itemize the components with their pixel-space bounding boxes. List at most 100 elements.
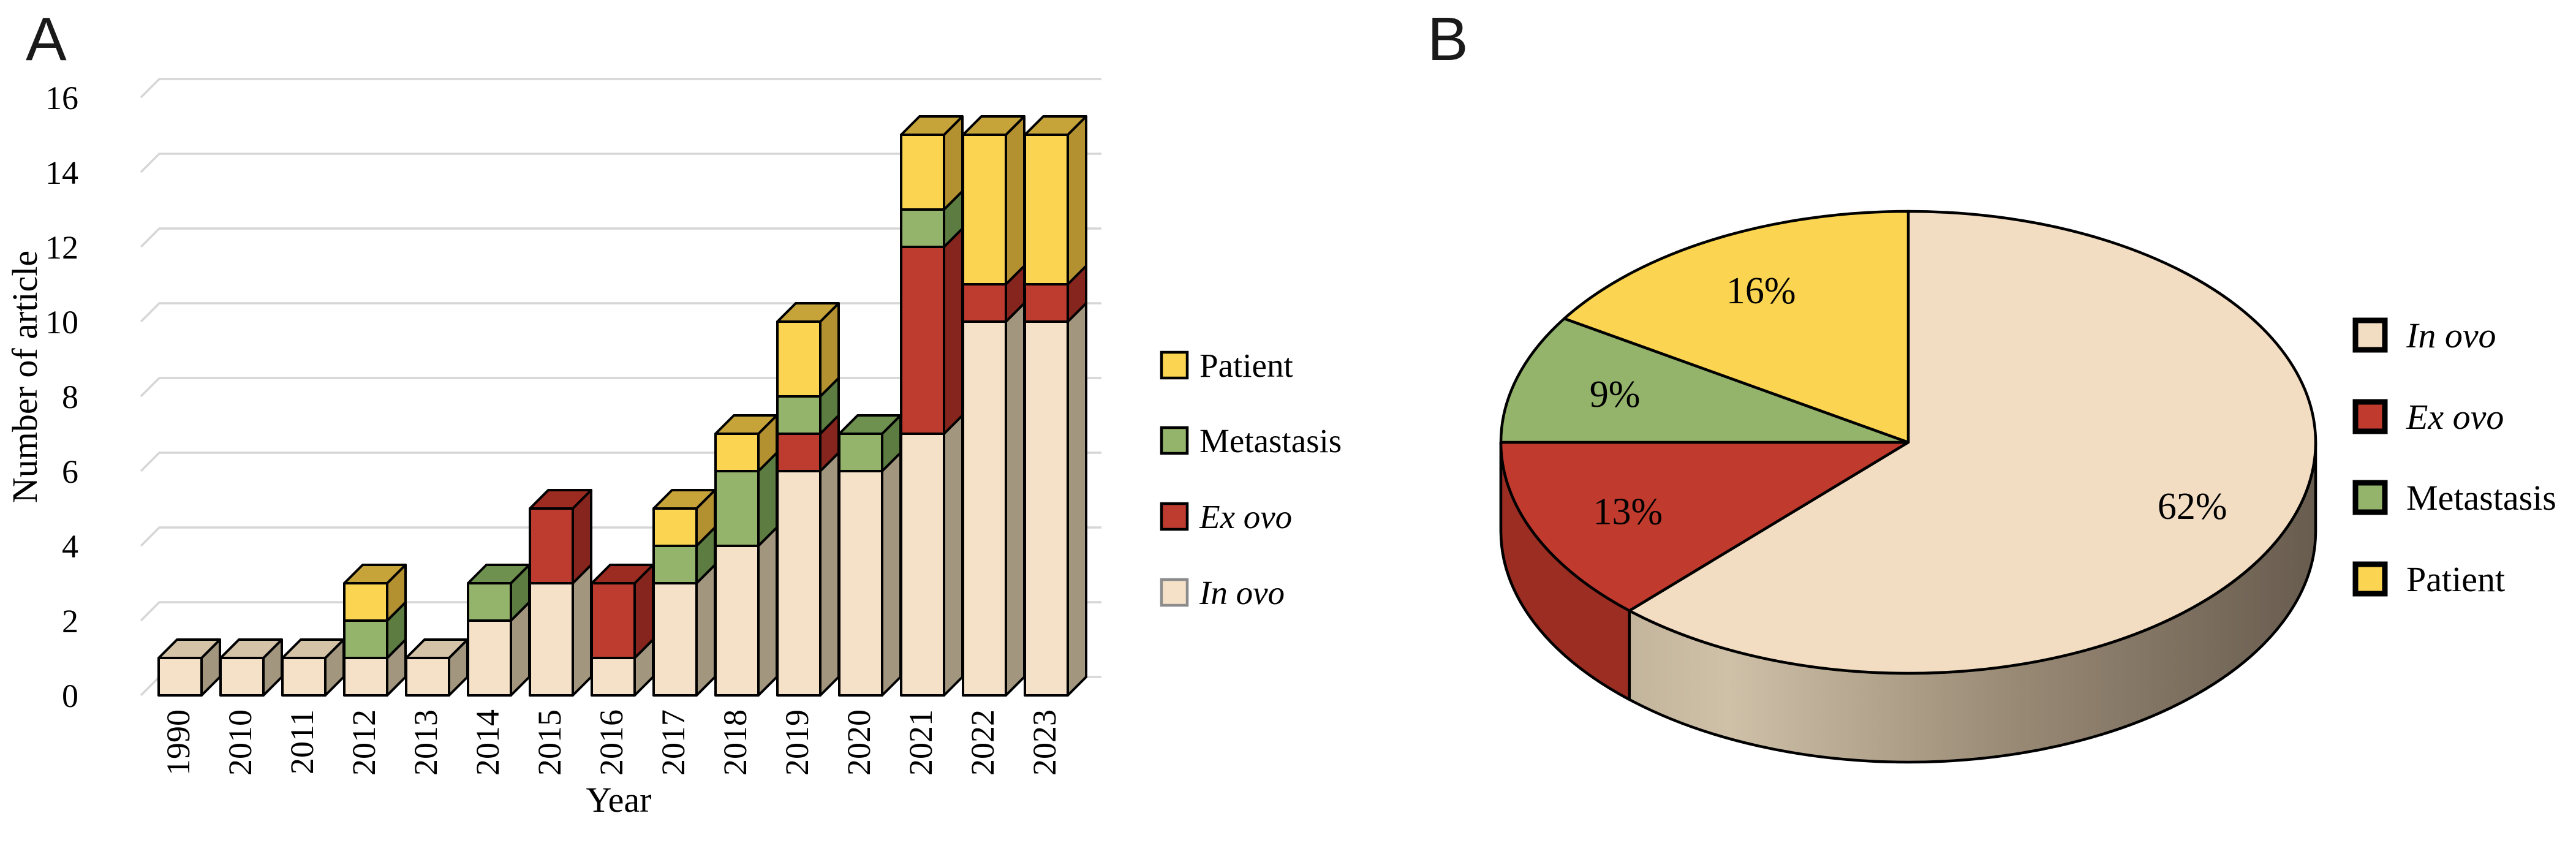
pie-slice-metastasis: [1499, 317, 1910, 444]
y-tick-label: 6: [62, 453, 78, 490]
bar-segment-front: [529, 507, 574, 584]
legend-item: In ovo: [2352, 316, 2496, 355]
pie-label: 62%: [2158, 486, 2227, 527]
y-tick-label: 2: [62, 603, 78, 640]
legend-swatch: [1160, 502, 1189, 531]
bar-2012: [343, 564, 407, 697]
legend-item: In ovo: [1160, 574, 1285, 611]
legend-swatch: [2352, 561, 2388, 597]
x-tick-label: 2023: [1026, 709, 1063, 776]
bar-segment-side: [695, 564, 716, 697]
x-tick-label: 2017: [655, 709, 692, 776]
legend-swatch: [2352, 480, 2388, 515]
legend-label: In ovo: [1199, 574, 1285, 611]
legend-label: Metastasis: [1199, 422, 1342, 459]
bar-segment-front: [776, 320, 822, 398]
bar-segment-front: [714, 545, 760, 697]
bar-segment-front: [281, 657, 327, 697]
bar-1990: [157, 638, 221, 697]
bar-segment-front: [962, 134, 1007, 285]
legend-swatch: [2352, 399, 2388, 434]
bar-segment-front: [343, 657, 388, 697]
legend-label: Patient: [1199, 347, 1293, 384]
x-tick-label: 1990: [160, 709, 197, 776]
pie-label: 13%: [1593, 491, 1663, 532]
y-tick-label: 10: [45, 304, 78, 341]
bar-2015: [529, 489, 592, 697]
y-axis-title: Number of article: [5, 251, 45, 503]
bar-segment-front: [1024, 134, 1069, 285]
bar-segment-front: [343, 582, 388, 622]
bar-segment-front: [714, 433, 760, 472]
bar-segment-front: [900, 134, 945, 211]
bar-segment-front: [776, 470, 822, 697]
bar-segment-front: [467, 582, 512, 622]
x-tick-label: 2022: [964, 709, 1001, 776]
bar-segment-side: [819, 452, 840, 697]
pie-label: 9%: [1590, 374, 1641, 415]
bar-segment-side: [1067, 115, 1087, 285]
legend-item: Metastasis: [1160, 422, 1342, 459]
pie-slice-in-ovo: [1628, 210, 2317, 675]
bar-2023: [1024, 115, 1087, 697]
legend-swatch: [1160, 426, 1189, 455]
bar-segment-front: [900, 433, 945, 697]
bar-top-face: [776, 302, 840, 323]
legend-item: Patient: [1160, 347, 1293, 384]
bar-segment-front: [157, 657, 203, 697]
legend-label: Metastasis: [2406, 478, 2556, 518]
bar-segment-front: [652, 507, 698, 547]
grid-line: [140, 153, 1101, 173]
legend-swatch: [2352, 317, 2388, 353]
x-tick-label: 2019: [779, 709, 815, 776]
legend-label: Patient: [2406, 559, 2505, 599]
legend-item: Ex ovo: [2352, 397, 2504, 437]
bar-segment-front: [652, 545, 698, 584]
bar-2021: [900, 115, 964, 697]
bars: 1990 2010 2011 2012 2013 2014 2015 2016 2017 2018…: [157, 115, 1087, 776]
bar-segment-front: [652, 582, 698, 697]
legend-label: In ovo: [2406, 316, 2496, 355]
bar-segment-front: [591, 657, 636, 697]
legend-label: Ex ovo: [1199, 498, 1292, 535]
bar-segment-front: [776, 433, 822, 472]
x-axis-title: Year: [586, 780, 652, 820]
bar-segment-front: [900, 208, 945, 248]
bar-top-face: [900, 115, 964, 136]
bar-segment-side: [881, 452, 902, 697]
bar-segment-front: [838, 433, 883, 472]
y-tick-label: 4: [62, 528, 78, 565]
bar-top-face: [343, 564, 407, 584]
bar-segment-side: [757, 526, 778, 697]
panel-label-a: A: [26, 5, 67, 74]
pie-label: 16%: [1726, 270, 1796, 312]
bar-top-face: [219, 638, 283, 659]
bar-chart: 0 2 4 6 8 10 12 14 16 1990 2010 2011 2012 2013 2014 201…: [5, 78, 1342, 820]
bar-segment-front: [714, 470, 760, 547]
y-tick-label: 8: [62, 379, 78, 415]
x-tick-label: 2012: [346, 709, 382, 776]
bar-segment-front: [219, 657, 265, 697]
bar-top-face: [529, 489, 592, 510]
pie-slice-ex-ovo: [1499, 440, 1910, 613]
x-tick-label: 2018: [717, 709, 754, 776]
x-tick-label: 2015: [531, 709, 568, 776]
bar-segment-front: [962, 283, 1007, 323]
bar-segment-front: [1024, 320, 1069, 697]
bar-segment-side: [1067, 302, 1087, 697]
bar-segment-side: [943, 227, 964, 435]
y-tick-label: 14: [45, 154, 78, 191]
grid-line: [140, 302, 1101, 323]
x-tick-label: 2010: [222, 709, 259, 776]
pie-chart: 62% 13% 9% 16% In ovo Ex ovo Metastasis Patient: [1499, 210, 2556, 764]
bar-top-face: [157, 638, 221, 659]
x-tick-label: 2013: [407, 709, 444, 776]
legend-swatch: [1160, 350, 1189, 380]
bar-segment-front: [467, 619, 512, 697]
bar-segment-side: [1005, 302, 1025, 697]
legend-item: Metastasis: [2352, 478, 2556, 518]
panel-label-b: B: [1427, 5, 1468, 74]
bar-2019: [776, 302, 840, 697]
